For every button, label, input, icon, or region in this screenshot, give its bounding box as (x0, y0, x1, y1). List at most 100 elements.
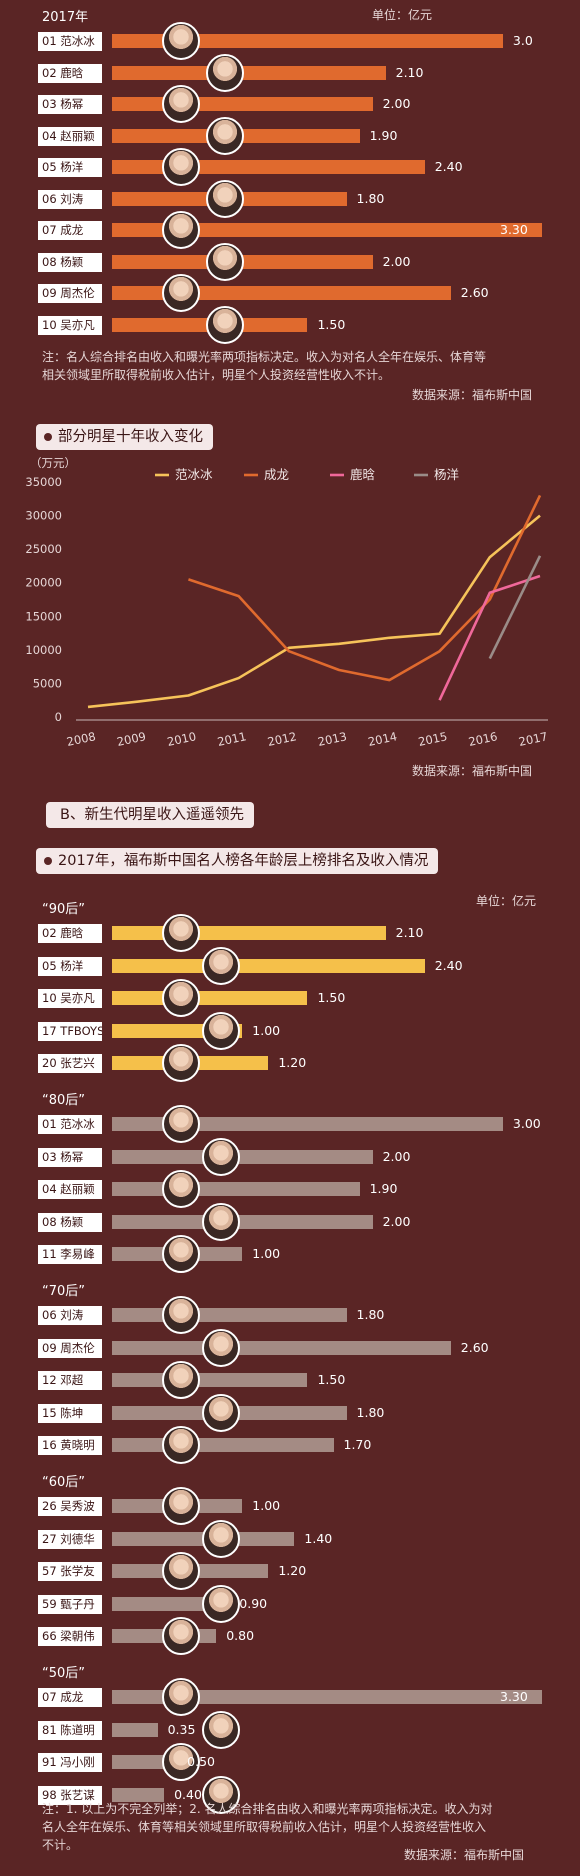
bar (112, 1596, 230, 1611)
line-section-title-text: 部分明星十年收入变化 (58, 429, 203, 445)
rank-label: 26 吴秀波 (38, 1497, 102, 1516)
y-tick-label: 0 (55, 710, 62, 724)
bar (112, 1787, 165, 1802)
series-line-0 (87, 514, 541, 709)
bar-value-label: 0.50 (187, 1754, 215, 1770)
avatar (162, 914, 200, 952)
rank-label: 05 杨洋 (38, 158, 102, 177)
bar (112, 958, 425, 973)
x-tick-label: 2011 (216, 729, 248, 749)
rank-label: 16 黄晓明 (38, 1436, 102, 1456)
bar (112, 991, 308, 1006)
avatar (206, 179, 244, 218)
series-line-1 (188, 494, 542, 682)
x-tick-label: 2012 (266, 729, 298, 749)
income-line-chart: （万元） 0 5000 10000 15000 20000 25000 30000 35000 2… (25, 456, 549, 749)
x-tick-label: 2008 (65, 729, 97, 749)
bar (112, 160, 425, 174)
rank-label: 59 甄子丹 (38, 1594, 102, 1614)
avatar (202, 1584, 240, 1623)
rank-label: 20 张艺兴 (38, 1054, 102, 1074)
legend-label: 范冰冰 (175, 467, 213, 482)
y-tick-label: 35000 (25, 475, 62, 489)
avatar (202, 1328, 240, 1367)
y-tick-label: 25000 (25, 542, 62, 556)
bar-value-label: 1.80 (356, 190, 385, 206)
top-chart-title: 2017年 (42, 10, 89, 25)
y-axis-label: （万元） (30, 456, 76, 470)
bar (112, 1117, 503, 1131)
bar (112, 1340, 451, 1355)
avatar (202, 1137, 240, 1176)
avatar (162, 1296, 200, 1334)
top-source: 数据来源：福布斯中国 (412, 388, 533, 402)
bar-value-label: 3.0 (512, 33, 533, 48)
rank-label: 08 杨颖 (38, 252, 102, 272)
bar-value-label: 2.40 (434, 159, 463, 174)
rank-label: 27 刘德华 (38, 1529, 102, 1549)
age-group-title: “60后” (42, 1475, 86, 1490)
y-tick-label: 20000 (25, 576, 62, 590)
bar-value-label: 2.10 (395, 64, 424, 80)
rank-label: 02 鹿晗 (38, 924, 102, 943)
avatar (162, 22, 200, 60)
rank-label: 09 周杰伦 (38, 284, 102, 303)
bar-value-label: 0.35 (167, 1721, 196, 1737)
rank-label: 03 杨幂 (38, 1147, 102, 1167)
bar-value-label: 1.40 (304, 1530, 333, 1546)
bar (112, 1690, 542, 1704)
rank-label: 66 梁朝伟 (38, 1627, 102, 1647)
bar (112, 97, 373, 111)
rank-label: 08 杨颖 (38, 1212, 102, 1232)
bar-value-label: 2.00 (382, 1148, 411, 1164)
avatar (162, 1426, 200, 1465)
bar-value-label: 3.30 (500, 222, 528, 237)
bar-value-label: 2.10 (395, 925, 424, 940)
avatar (202, 1202, 240, 1241)
age-note-line3: 不计。 (42, 1838, 79, 1852)
avatar (206, 242, 244, 281)
rank-label: 10 吴亦凡 (38, 315, 102, 335)
bar (112, 223, 542, 237)
avatar (162, 1617, 200, 1656)
bar-value-label: 2.60 (460, 285, 489, 300)
bar-value-label: 1.80 (356, 1404, 385, 1420)
avatar (162, 1105, 200, 1143)
bar-value-label: 3.30 (500, 1689, 528, 1704)
x-tick-label: 2016 (467, 729, 499, 749)
avatar (202, 1393, 240, 1432)
bar-value-label: 1.50 (317, 990, 346, 1006)
bar (112, 1438, 334, 1453)
bar (112, 1182, 360, 1197)
avatar (202, 946, 240, 985)
bar-value-label: 1.50 (317, 316, 346, 332)
avatar (206, 305, 244, 344)
bar-value-label: 0.80 (226, 1628, 255, 1644)
bar (112, 1149, 373, 1164)
rank-label: 05 杨洋 (38, 956, 102, 976)
rank-label: 57 张学友 (38, 1562, 102, 1582)
bar (112, 34, 503, 48)
rank-label: 06 刘涛 (38, 1306, 102, 1325)
age-chart-unit: 单位：亿元 (476, 894, 537, 908)
age-note-line2: 名人全年在娱乐、体育等相关领域里所取得税前收入估计，明星个人投资经营性收入 (42, 1820, 487, 1834)
rank-label: 02 鹿晗 (38, 63, 102, 83)
rank-label: 04 赵丽颖 (38, 126, 102, 146)
bar-value-label: 2.00 (382, 253, 411, 269)
bar-value-label: 3.00 (512, 1116, 541, 1131)
rank-label: 98 张艺谋 (38, 1785, 102, 1805)
x-tick-label: 2010 (166, 729, 198, 749)
age-section-title: 2017年，福布斯中国名人榜各年龄层上榜排名及收入情况 (36, 848, 439, 874)
avatar (162, 1235, 200, 1274)
avatar (162, 274, 200, 312)
age-group-title: “70后” (42, 1284, 86, 1299)
avatar (162, 1170, 200, 1209)
rank-label: 01 范冰冰 (38, 32, 102, 51)
rank-label: 11 李易峰 (38, 1245, 102, 1265)
age-group-title: “50后” (42, 1666, 86, 1681)
top-note-line1: 注：名人综合排名由收入和曝光率两项指标决定。收入为对名人全年在娱乐、体育等 (42, 350, 487, 364)
rank-label: 01 范冰冰 (38, 1115, 102, 1134)
x-tick-label: 2017 (517, 729, 549, 749)
rank-label: 04 赵丽颖 (38, 1180, 102, 1200)
bar-value-label: 2.40 (434, 957, 463, 973)
